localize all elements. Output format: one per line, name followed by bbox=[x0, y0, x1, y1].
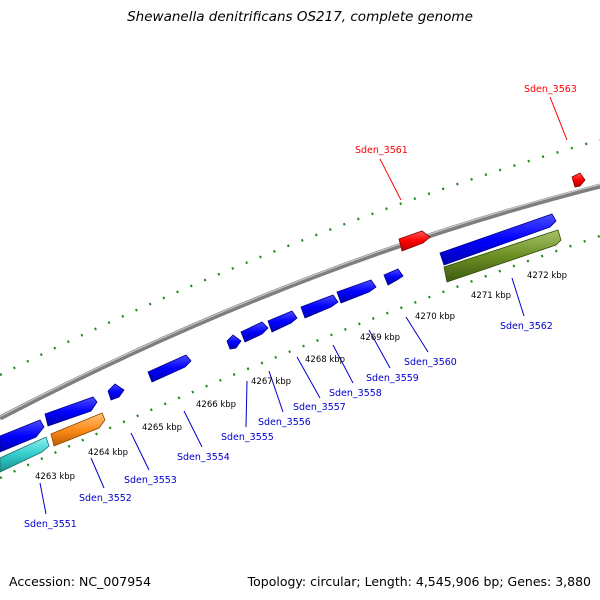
gene-orange-bar[interactable] bbox=[50, 412, 106, 447]
gene-label-sden-3557[interactable]: Sden_3557 bbox=[293, 402, 346, 413]
gene-label-sden-3559[interactable]: Sden_3559 bbox=[366, 373, 419, 384]
red-genes bbox=[398, 172, 586, 252]
gene-blue-bar-c[interactable] bbox=[147, 354, 192, 383]
genome-backbone-highlight bbox=[0, 183, 600, 418]
tick-label: 4271 kbp bbox=[471, 291, 511, 301]
gene-label-sden-3563[interactable]: Sden_3563 bbox=[524, 84, 577, 95]
gene-sden-3563-bar[interactable] bbox=[571, 172, 586, 188]
tick-label: 4267 kbp bbox=[251, 377, 291, 387]
tick-label: 4264 kbp bbox=[88, 448, 128, 458]
accession-text: Accession: NC_007954 bbox=[9, 574, 152, 589]
tick-label: 4268 kbp bbox=[305, 355, 345, 365]
tick-label: 4269 kbp bbox=[360, 333, 400, 343]
gene-labels: Sden_3551 Sden_3552 Sden_3553 Sden_3554 … bbox=[24, 84, 577, 530]
gene-blue-bar-h[interactable] bbox=[336, 279, 377, 304]
forward-strand-genes bbox=[0, 213, 557, 453]
gene-label-sden-3551[interactable]: Sden_3551 bbox=[24, 519, 77, 530]
gene-blue-bar-b[interactable] bbox=[107, 383, 125, 401]
gene-blue-bar-g[interactable] bbox=[300, 294, 339, 319]
gene-label-sden-3562[interactable]: Sden_3562 bbox=[500, 321, 553, 332]
gene-label-sden-3554[interactable]: Sden_3554 bbox=[177, 452, 230, 463]
genome-backbone bbox=[0, 183, 600, 421]
tick-label: 4265 kbp bbox=[142, 423, 182, 433]
genome-summary-text: Topology: circular; Length: 4,545,906 bp… bbox=[247, 574, 591, 589]
tick-label: 4266 kbp bbox=[196, 400, 236, 410]
map-title: Shewanella denitrificans OS217, complete… bbox=[127, 9, 473, 25]
inner-ruler bbox=[0, 234, 600, 480]
gene-blue-bar-i[interactable] bbox=[383, 268, 404, 286]
tick-label: 4270 kbp bbox=[415, 312, 455, 322]
kbp-tick-labels: 4263 kbp 4264 kbp 4265 kbp 4266 kbp 4267… bbox=[35, 271, 567, 482]
gene-blue-bar-e[interactable] bbox=[240, 321, 269, 343]
gene-label-sden-3560[interactable]: Sden_3560 bbox=[404, 357, 457, 368]
gene-blue-bar-d[interactable] bbox=[226, 334, 242, 350]
tick-label: 4263 kbp bbox=[35, 472, 75, 482]
gene-label-sden-3556[interactable]: Sden_3556 bbox=[258, 417, 311, 428]
gene-sden-3562-blue-bar[interactable] bbox=[439, 213, 557, 266]
gene-cyan-bar[interactable] bbox=[0, 436, 50, 473]
gene-label-sden-3555[interactable]: Sden_3555 bbox=[221, 432, 274, 443]
gene-blue-bar-f[interactable] bbox=[267, 310, 298, 333]
gene-sden-3551-bar[interactable] bbox=[0, 419, 45, 453]
tick-label: 4272 kbp bbox=[527, 271, 567, 281]
outer-ruler bbox=[0, 138, 600, 377]
gene-olive-bar[interactable] bbox=[443, 229, 562, 283]
label-leader-lines bbox=[39, 96, 568, 515]
gene-label-sden-3561[interactable]: Sden_3561 bbox=[355, 145, 408, 156]
gene-sden-3561-bar[interactable] bbox=[398, 230, 431, 252]
gene-blue-bar-a[interactable] bbox=[44, 396, 98, 427]
gene-label-sden-3552[interactable]: Sden_3552 bbox=[79, 493, 132, 504]
gene-label-sden-3553[interactable]: Sden_3553 bbox=[124, 475, 177, 486]
gene-label-sden-3558[interactable]: Sden_3558 bbox=[329, 388, 382, 399]
